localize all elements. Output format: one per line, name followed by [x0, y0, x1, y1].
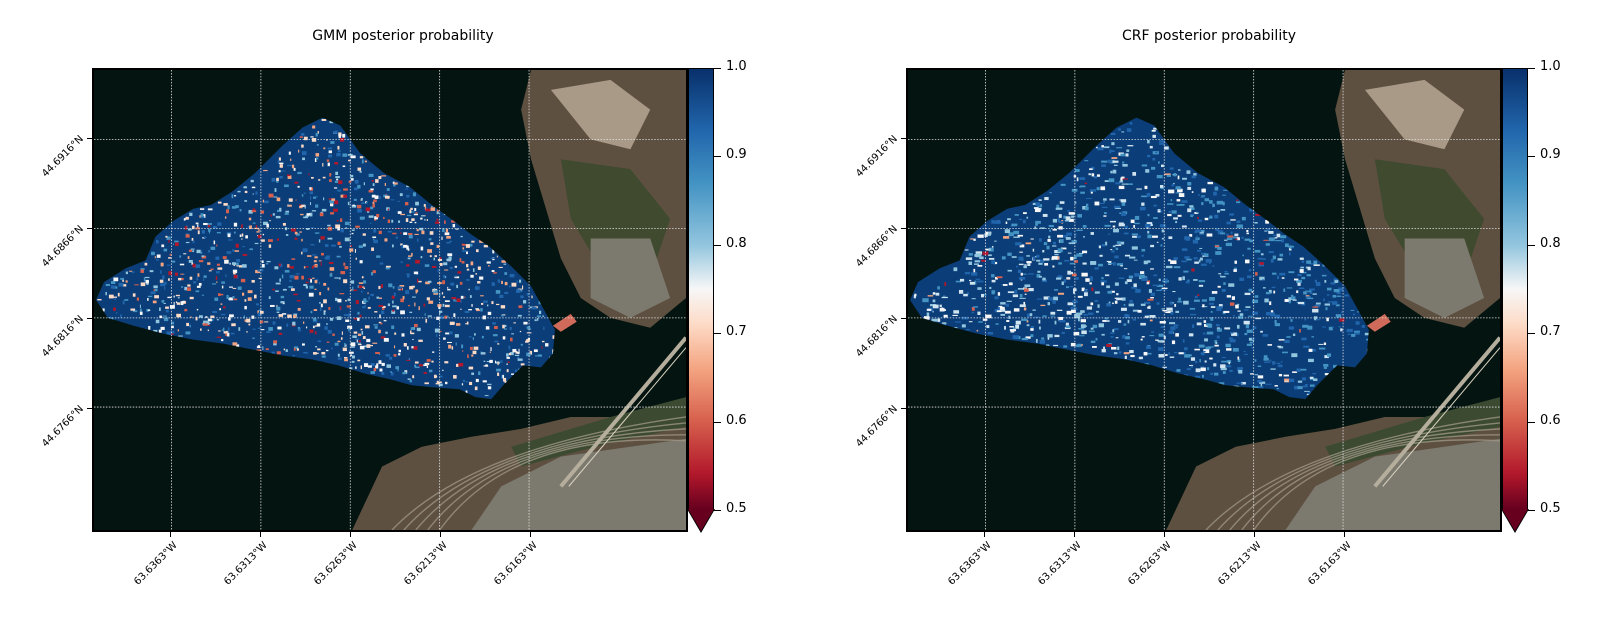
lat-tick-label: 44.6766°N	[40, 403, 86, 450]
lon-tick-label: 63.6163°W	[492, 540, 540, 588]
colorbar-tick-label: 0.7	[1540, 324, 1561, 339]
lat-tick-label: 44.6916°N	[854, 133, 900, 180]
urban-area-south	[1285, 438, 1500, 530]
gmm-panel: GMM posterior probability 1.0 0.9 0.8 0.7 0.…	[40, 28, 747, 588]
colorbar-tick	[714, 68, 721, 69]
lon-tick	[1254, 532, 1255, 537]
lon-tick	[1074, 532, 1075, 537]
lon-tick-label: 63.6313°W	[1036, 540, 1084, 588]
colorbar-tick	[1528, 422, 1535, 423]
colorbar	[1502, 68, 1528, 510]
lat-tick-label: 44.6866°N	[854, 223, 900, 270]
colorbar-tick-label: 1.0	[1540, 59, 1561, 74]
panel-title: CRF posterior probability	[1122, 28, 1296, 44]
colorbar	[688, 68, 714, 510]
crf-panel: CRF posterior probability 1.0 0.9 0.8 0.7 0.…	[806, 0, 1612, 625]
lon-tick	[260, 532, 261, 537]
colorbar-tick	[1528, 510, 1535, 511]
colorbar-tick-label: 1.0	[726, 59, 747, 74]
quarry-area	[550, 79, 651, 150]
colorbar-extension	[688, 509, 714, 531]
lon-tick	[1344, 532, 1345, 537]
probability-speckle	[97, 118, 555, 397]
colorbar-tick-label: 0.6	[1540, 413, 1561, 428]
lat-tick	[901, 138, 906, 139]
colorbar-tick	[1528, 156, 1535, 157]
lon-tick-label: 63.6363°W	[946, 540, 994, 588]
lon-tick	[350, 532, 351, 537]
colorbar-tick	[1528, 333, 1535, 334]
lat-tick	[901, 228, 906, 229]
lon-tick	[530, 532, 531, 537]
map-svg	[908, 70, 1500, 530]
panel-title: GMM posterior probability	[312, 28, 494, 44]
lon-tick	[440, 532, 441, 537]
bridge	[1373, 336, 1500, 488]
probability-speckle	[913, 122, 1369, 396]
lat-tick	[87, 408, 92, 409]
pier	[1366, 313, 1391, 332]
colorbar-tick-label: 0.5	[726, 501, 747, 516]
map-view[interactable]	[92, 68, 688, 532]
colorbar-tick	[1528, 245, 1535, 246]
lon-tick-label: 63.6263°W	[1126, 540, 1174, 588]
quarry-area	[1364, 79, 1465, 150]
colorbar-tick-label: 0.6	[726, 413, 747, 428]
colorbar-extension	[1502, 509, 1528, 531]
colorbar-tick	[714, 422, 721, 423]
lon-tick-label: 63.6313°W	[222, 540, 270, 588]
colorbar-tick	[714, 333, 721, 334]
lon-tick-label: 63.6363°W	[132, 540, 180, 588]
lat-tick-label: 44.6816°N	[40, 313, 86, 360]
colorbar-tick-label: 0.8	[726, 236, 747, 251]
lon-tick	[1164, 532, 1165, 537]
colorbar-tick	[714, 245, 721, 246]
map-svg	[94, 70, 686, 530]
lat-tick	[87, 228, 92, 229]
colorbar-tick-label: 0.9	[726, 147, 747, 162]
colorbar-tick-label: 0.5	[1540, 501, 1561, 516]
urban-area-north	[590, 238, 671, 318]
lon-tick-label: 63.6213°W	[1216, 540, 1264, 588]
lon-tick-label: 63.6213°W	[402, 540, 450, 588]
colorbar-tick-label: 0.9	[1540, 147, 1561, 162]
lat-tick-label: 44.6916°N	[40, 133, 86, 180]
pier	[552, 313, 577, 332]
lat-tick	[901, 318, 906, 319]
map-view[interactable]	[906, 68, 1502, 532]
colorbar-tick	[714, 156, 721, 157]
colorbar-tick-label: 0.7	[726, 324, 747, 339]
bridge	[559, 336, 686, 488]
lat-tick	[87, 138, 92, 139]
colorbar-tick	[1528, 68, 1535, 69]
lat-tick-label: 44.6816°N	[854, 313, 900, 360]
urban-area-south	[471, 438, 686, 530]
lon-tick	[984, 532, 985, 537]
lat-tick-label: 44.6866°N	[40, 223, 86, 270]
lat-tick	[87, 318, 92, 319]
urban-area-north	[1404, 238, 1485, 318]
lat-tick-label: 44.6766°N	[854, 403, 900, 450]
lat-tick	[901, 408, 906, 409]
lon-tick-label: 63.6263°W	[312, 540, 360, 588]
colorbar-tick-label: 0.8	[1540, 236, 1561, 251]
lon-tick-label: 63.6163°W	[1306, 540, 1354, 588]
lon-tick	[170, 532, 171, 537]
colorbar-tick	[714, 510, 721, 511]
